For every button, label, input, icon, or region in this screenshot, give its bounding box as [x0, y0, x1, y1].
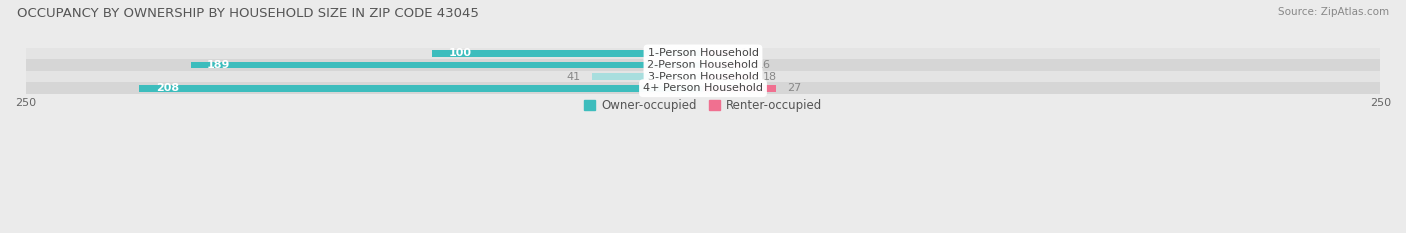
Text: 4+ Person Household: 4+ Person Household [643, 83, 763, 93]
Text: OCCUPANCY BY OWNERSHIP BY HOUSEHOLD SIZE IN ZIP CODE 43045: OCCUPANCY BY OWNERSHIP BY HOUSEHOLD SIZE… [17, 7, 479, 20]
Text: 2-Person Household: 2-Person Household [647, 60, 759, 70]
Bar [25, 59, 1381, 71]
Bar [703, 85, 776, 92]
Legend: Owner-occupied, Renter-occupied: Owner-occupied, Renter-occupied [579, 94, 827, 117]
Bar [191, 62, 703, 69]
Bar [25, 71, 1381, 82]
Bar [703, 73, 752, 80]
Text: 208: 208 [156, 83, 179, 93]
Text: 189: 189 [207, 60, 231, 70]
Bar [139, 85, 703, 92]
Bar [703, 50, 730, 57]
Bar [25, 48, 1381, 59]
Text: 100: 100 [449, 48, 471, 58]
Text: 3-Person Household: 3-Person Household [648, 72, 758, 82]
Text: 10: 10 [741, 48, 755, 58]
Text: Source: ZipAtlas.com: Source: ZipAtlas.com [1278, 7, 1389, 17]
Bar [432, 50, 703, 57]
Text: 16: 16 [758, 60, 772, 70]
Text: 1-Person Household: 1-Person Household [648, 48, 758, 58]
Text: 18: 18 [762, 72, 776, 82]
Text: 27: 27 [787, 83, 801, 93]
Text: 41: 41 [567, 72, 581, 82]
Bar [703, 62, 747, 69]
Bar [25, 82, 1381, 94]
Bar [592, 73, 703, 80]
